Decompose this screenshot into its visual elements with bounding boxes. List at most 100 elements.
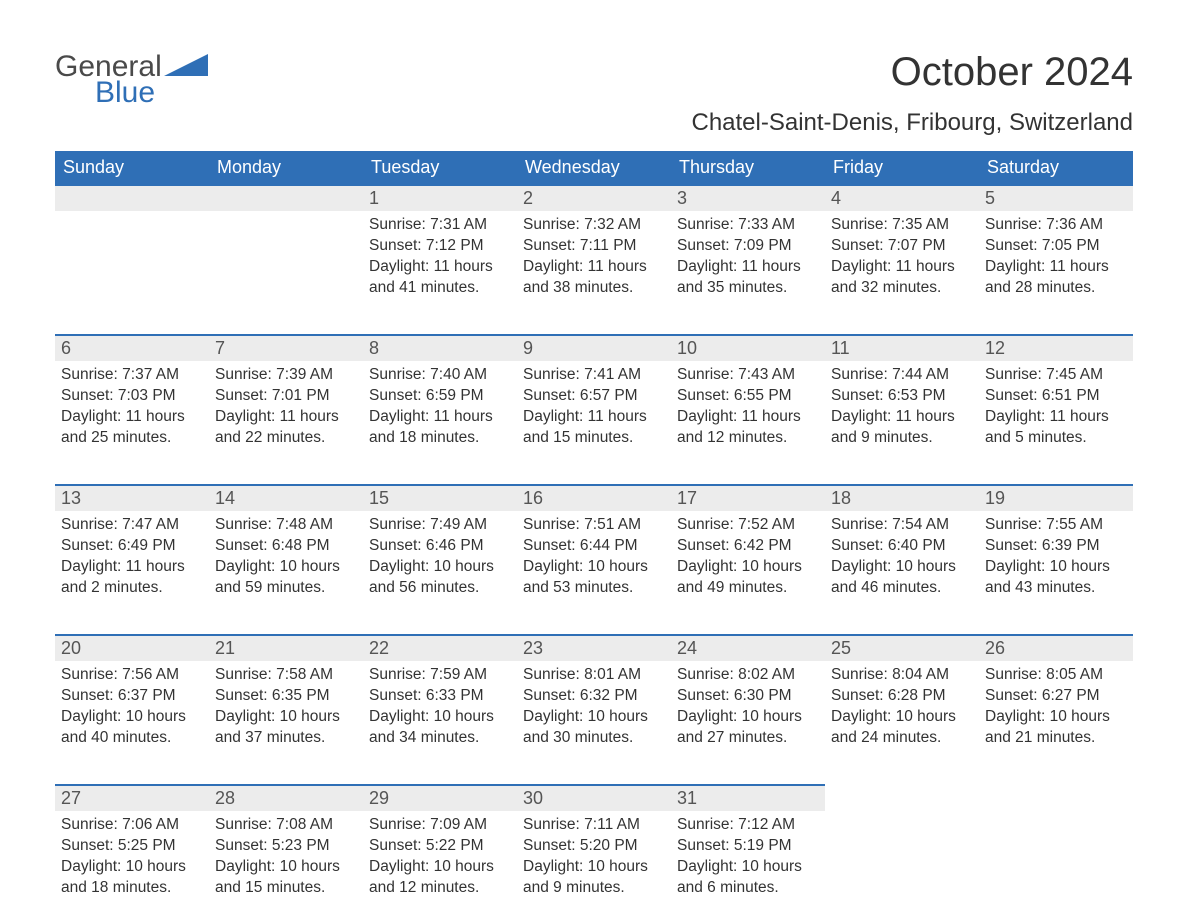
calendar-day-cell: 31Sunrise: 7:12 AMSunset: 5:19 PMDayligh… xyxy=(671,784,825,905)
daylight-line: Daylight: 10 hours and 40 minutes. xyxy=(61,707,203,749)
calendar-day-cell: 20Sunrise: 7:56 AMSunset: 6:37 PMDayligh… xyxy=(55,634,209,784)
day-details: Sunrise: 7:49 AMSunset: 6:46 PMDaylight:… xyxy=(363,511,517,605)
day-details: Sunrise: 7:36 AMSunset: 7:05 PMDaylight:… xyxy=(979,211,1133,305)
sunset-line: Sunset: 6:37 PM xyxy=(61,686,203,707)
sunset-line: Sunset: 7:09 PM xyxy=(677,236,819,257)
day-details: Sunrise: 7:52 AMSunset: 6:42 PMDaylight:… xyxy=(671,511,825,605)
day-number: 4 xyxy=(825,184,979,211)
sunset-line: Sunset: 6:48 PM xyxy=(215,536,357,557)
day-details: Sunrise: 7:39 AMSunset: 7:01 PMDaylight:… xyxy=(209,361,363,455)
calendar-day-cell: 24Sunrise: 8:02 AMSunset: 6:30 PMDayligh… xyxy=(671,634,825,784)
calendar-day-cell: 30Sunrise: 7:11 AMSunset: 5:20 PMDayligh… xyxy=(517,784,671,905)
sunrise-line: Sunrise: 7:52 AM xyxy=(677,515,819,536)
sunset-line: Sunset: 6:28 PM xyxy=(831,686,973,707)
daylight-line: Daylight: 10 hours and 18 minutes. xyxy=(61,857,203,899)
weekday-header: Tuesday xyxy=(363,151,517,184)
calendar-day-cell: 6Sunrise: 7:37 AMSunset: 7:03 PMDaylight… xyxy=(55,334,209,484)
day-details: Sunrise: 7:12 AMSunset: 5:19 PMDaylight:… xyxy=(671,811,825,905)
sunset-line: Sunset: 6:35 PM xyxy=(215,686,357,707)
sunrise-line: Sunrise: 7:49 AM xyxy=(369,515,511,536)
calendar-day-cell: 18Sunrise: 7:54 AMSunset: 6:40 PMDayligh… xyxy=(825,484,979,634)
sunset-line: Sunset: 5:19 PM xyxy=(677,836,819,857)
sunset-line: Sunset: 6:46 PM xyxy=(369,536,511,557)
sunrise-line: Sunrise: 7:35 AM xyxy=(831,215,973,236)
day-details: Sunrise: 7:09 AMSunset: 5:22 PMDaylight:… xyxy=(363,811,517,905)
day-details: Sunrise: 7:31 AMSunset: 7:12 PMDaylight:… xyxy=(363,211,517,305)
calendar-week-row: 13Sunrise: 7:47 AMSunset: 6:49 PMDayligh… xyxy=(55,484,1133,634)
day-number: 31 xyxy=(671,784,825,811)
day-number: 14 xyxy=(209,484,363,511)
calendar-week-row: 1Sunrise: 7:31 AMSunset: 7:12 PMDaylight… xyxy=(55,184,1133,334)
calendar-day-cell: 26Sunrise: 8:05 AMSunset: 6:27 PMDayligh… xyxy=(979,634,1133,784)
calendar-day-cell: 13Sunrise: 7:47 AMSunset: 6:49 PMDayligh… xyxy=(55,484,209,634)
day-number-bar xyxy=(209,184,363,211)
daylight-line: Daylight: 10 hours and 34 minutes. xyxy=(369,707,511,749)
day-number: 7 xyxy=(209,334,363,361)
day-details: Sunrise: 8:04 AMSunset: 6:28 PMDaylight:… xyxy=(825,661,979,755)
day-details: Sunrise: 7:08 AMSunset: 5:23 PMDaylight:… xyxy=(209,811,363,905)
day-number: 10 xyxy=(671,334,825,361)
sunrise-line: Sunrise: 7:59 AM xyxy=(369,665,511,686)
sunset-line: Sunset: 6:40 PM xyxy=(831,536,973,557)
sunset-line: Sunset: 6:49 PM xyxy=(61,536,203,557)
sunrise-line: Sunrise: 7:45 AM xyxy=(985,365,1127,386)
day-number: 13 xyxy=(55,484,209,511)
day-number: 19 xyxy=(979,484,1133,511)
daylight-line: Daylight: 11 hours and 35 minutes. xyxy=(677,257,819,299)
day-number: 27 xyxy=(55,784,209,811)
daylight-line: Daylight: 10 hours and 12 minutes. xyxy=(369,857,511,899)
daylight-line: Daylight: 10 hours and 43 minutes. xyxy=(985,557,1127,599)
day-details: Sunrise: 8:05 AMSunset: 6:27 PMDaylight:… xyxy=(979,661,1133,755)
day-number: 6 xyxy=(55,334,209,361)
day-details: Sunrise: 7:45 AMSunset: 6:51 PMDaylight:… xyxy=(979,361,1133,455)
day-number: 29 xyxy=(363,784,517,811)
calendar-day-cell: 15Sunrise: 7:49 AMSunset: 6:46 PMDayligh… xyxy=(363,484,517,634)
title-block: October 2024 Chatel-Saint-Denis, Fribour… xyxy=(691,50,1133,137)
day-details: Sunrise: 7:35 AMSunset: 7:07 PMDaylight:… xyxy=(825,211,979,305)
sunset-line: Sunset: 6:42 PM xyxy=(677,536,819,557)
sunrise-line: Sunrise: 7:55 AM xyxy=(985,515,1127,536)
calendar-day-cell: 4Sunrise: 7:35 AMSunset: 7:07 PMDaylight… xyxy=(825,184,979,334)
sunset-line: Sunset: 7:01 PM xyxy=(215,386,357,407)
logo: General Blue xyxy=(55,50,208,110)
sunrise-line: Sunrise: 7:58 AM xyxy=(215,665,357,686)
daylight-line: Daylight: 10 hours and 24 minutes. xyxy=(831,707,973,749)
calendar-week-row: 20Sunrise: 7:56 AMSunset: 6:37 PMDayligh… xyxy=(55,634,1133,784)
daylight-line: Daylight: 10 hours and 53 minutes. xyxy=(523,557,665,599)
day-number: 3 xyxy=(671,184,825,211)
calendar-day-cell: 2Sunrise: 7:32 AMSunset: 7:11 PMDaylight… xyxy=(517,184,671,334)
sunrise-line: Sunrise: 7:12 AM xyxy=(677,815,819,836)
sunset-line: Sunset: 5:25 PM xyxy=(61,836,203,857)
calendar-day-cell: 12Sunrise: 7:45 AMSunset: 6:51 PMDayligh… xyxy=(979,334,1133,484)
sunset-line: Sunset: 7:12 PM xyxy=(369,236,511,257)
day-details: Sunrise: 8:01 AMSunset: 6:32 PMDaylight:… xyxy=(517,661,671,755)
weekday-header: Thursday xyxy=(671,151,825,184)
day-details: Sunrise: 7:32 AMSunset: 7:11 PMDaylight:… xyxy=(517,211,671,305)
day-details: Sunrise: 7:40 AMSunset: 6:59 PMDaylight:… xyxy=(363,361,517,455)
day-number: 11 xyxy=(825,334,979,361)
calendar-day-cell: 8Sunrise: 7:40 AMSunset: 6:59 PMDaylight… xyxy=(363,334,517,484)
sunset-line: Sunset: 6:32 PM xyxy=(523,686,665,707)
day-number: 24 xyxy=(671,634,825,661)
daylight-line: Daylight: 10 hours and 6 minutes. xyxy=(677,857,819,899)
day-number: 16 xyxy=(517,484,671,511)
daylight-line: Daylight: 11 hours and 38 minutes. xyxy=(523,257,665,299)
calendar-day-cell: 7Sunrise: 7:39 AMSunset: 7:01 PMDaylight… xyxy=(209,334,363,484)
sunrise-line: Sunrise: 7:44 AM xyxy=(831,365,973,386)
sunrise-line: Sunrise: 7:51 AM xyxy=(523,515,665,536)
day-details: Sunrise: 7:41 AMSunset: 6:57 PMDaylight:… xyxy=(517,361,671,455)
sunset-line: Sunset: 6:57 PM xyxy=(523,386,665,407)
daylight-line: Daylight: 10 hours and 9 minutes. xyxy=(523,857,665,899)
calendar-day-cell xyxy=(979,784,1133,905)
sunrise-line: Sunrise: 7:08 AM xyxy=(215,815,357,836)
calendar-week-row: 27Sunrise: 7:06 AMSunset: 5:25 PMDayligh… xyxy=(55,784,1133,905)
day-details: Sunrise: 7:47 AMSunset: 6:49 PMDaylight:… xyxy=(55,511,209,605)
calendar-day-cell: 5Sunrise: 7:36 AMSunset: 7:05 PMDaylight… xyxy=(979,184,1133,334)
day-number-bar xyxy=(55,184,209,211)
sunrise-line: Sunrise: 7:43 AM xyxy=(677,365,819,386)
location-subtitle: Chatel-Saint-Denis, Fribourg, Switzerlan… xyxy=(691,109,1133,137)
daylight-line: Daylight: 10 hours and 49 minutes. xyxy=(677,557,819,599)
sunrise-line: Sunrise: 7:48 AM xyxy=(215,515,357,536)
daylight-line: Daylight: 10 hours and 30 minutes. xyxy=(523,707,665,749)
sunrise-line: Sunrise: 8:02 AM xyxy=(677,665,819,686)
